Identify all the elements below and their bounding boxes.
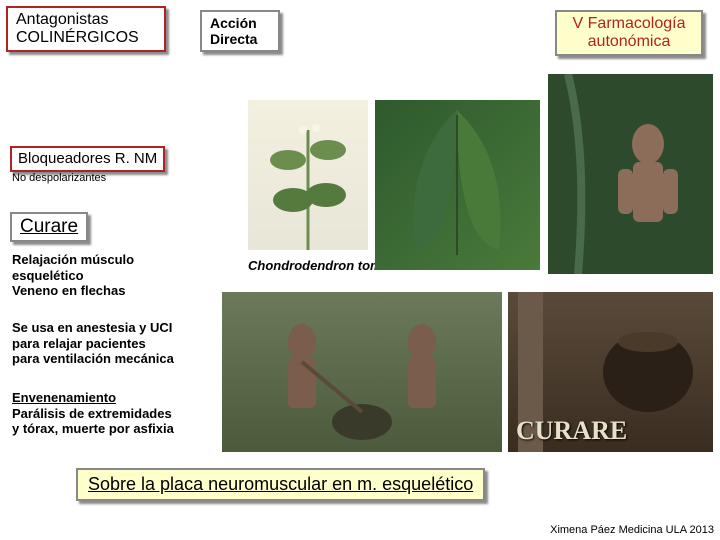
title-box: Antagonistas COLINÉRGICOS <box>6 6 166 52</box>
image-men-pot <box>222 292 502 452</box>
image-leaf-closeup <box>375 100 540 270</box>
image-man-vine <box>548 74 713 274</box>
action-line2: Directa <box>210 31 270 47</box>
bloqueadores-box: Bloqueadores R. NM <box>10 146 165 172</box>
image-plant-illustration <box>248 100 368 250</box>
credit-text-span: Ximena Páez Medicina ULA 2013 <box>550 524 714 536</box>
pharma-box: V Farmacología autonómica <box>555 10 703 56</box>
title-line2: COLINÉRGICOS <box>16 29 156 47</box>
title-line1: Antagonistas <box>16 11 156 29</box>
credit-text: Ximena Páez Medicina ULA 2013 <box>550 524 714 536</box>
desc1-l1: Relajación músculo <box>12 252 134 268</box>
bloqueadores-sub-text: No despolarizantes <box>12 172 106 184</box>
desc1-l3: Veneno en flechas <box>12 283 134 299</box>
bloqueadores-sub: No despolarizantes <box>12 172 106 185</box>
image-curare-pot: CURARE <box>508 292 713 452</box>
desc2-l1: Se usa en anestesia y UCI <box>12 320 174 336</box>
footer-box: Sobre la placa neuromuscular en m. esque… <box>76 468 485 501</box>
curare-overlay-label: CURARE <box>516 416 627 446</box>
desc3-h: Envenenamiento <box>12 390 174 406</box>
desc-envenenamiento: Envenenamiento Parálisis de extremidades… <box>12 390 174 437</box>
action-line1: Acción <box>210 15 270 31</box>
desc1-l2: esquelético <box>12 268 134 284</box>
pharma-line1: V Farmacología <box>565 15 693 33</box>
desc-anestesia: Se usa en anestesia y UCI para relajar p… <box>12 320 174 367</box>
desc-relajacion: Relajación músculo esquelético Veneno en… <box>12 252 134 299</box>
action-box: Acción Directa <box>200 10 280 52</box>
desc2-l3: para ventilación mecánica <box>12 351 174 367</box>
desc3-l2: y tórax, muerte por asfixia <box>12 421 174 437</box>
bloqueadores-text: Bloqueadores R. NM <box>18 150 157 167</box>
desc3-l1: Parálisis de extremidades <box>12 406 174 422</box>
curare-text: Curare <box>20 216 78 237</box>
pharma-line2: autonómica <box>565 33 693 51</box>
curare-box: Curare <box>10 212 88 242</box>
desc2-l2: para relajar pacientes <box>12 336 174 352</box>
footer-text: Sobre la placa neuromuscular en m. esque… <box>88 474 473 494</box>
